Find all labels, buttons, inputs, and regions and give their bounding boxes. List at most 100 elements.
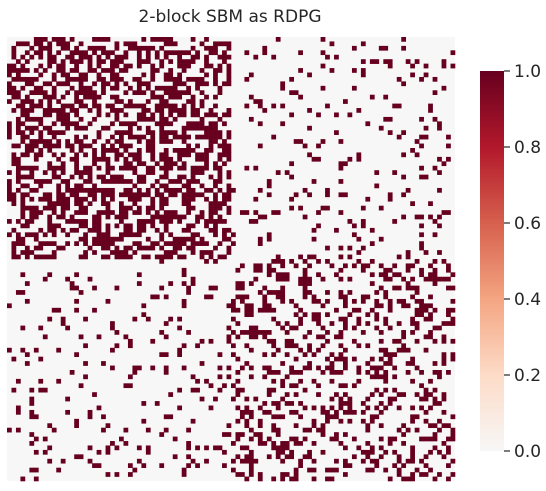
heatmap-cell	[132, 210, 138, 215]
heatmap-cell	[235, 387, 241, 393]
heatmap-cell	[87, 409, 93, 415]
heatmap-cell	[15, 76, 21, 82]
heatmap-cell	[186, 223, 191, 229]
heatmap-cell	[15, 143, 21, 149]
heatmap-cell	[51, 85, 57, 91]
heatmap-cell	[141, 134, 147, 140]
heatmap-cell	[289, 161, 295, 167]
heatmap-cell	[132, 201, 138, 207]
heatmap-cell	[11, 161, 17, 167]
heatmap-cell	[83, 236, 88, 242]
heatmap-cell	[101, 187, 106, 193]
heatmap-cell	[231, 303, 236, 309]
heatmap-cell	[96, 156, 102, 162]
heatmap-cell	[231, 396, 236, 402]
heatmap-cell	[60, 201, 66, 207]
heatmap-cell	[320, 50, 326, 56]
heatmap-cell	[190, 170, 196, 175]
heatmap-cell	[74, 227, 79, 233]
heatmap-cell	[29, 210, 35, 215]
heatmap-cell	[163, 41, 169, 47]
heatmap-cell	[199, 76, 205, 82]
heatmap-cell	[92, 37, 97, 42]
heatmap-cell	[20, 205, 26, 211]
heatmap-cell	[145, 59, 151, 64]
heatmap-cell	[110, 179, 115, 184]
heatmap-cell	[141, 418, 147, 424]
heatmap-cell	[410, 405, 415, 411]
heatmap-cell	[289, 259, 295, 264]
heatmap-cell	[226, 134, 232, 140]
heatmap-cell	[257, 472, 263, 477]
heatmap-cell	[437, 449, 442, 455]
heatmap-cell	[226, 365, 232, 371]
heatmap-cell	[360, 72, 366, 78]
heatmap-cell	[325, 187, 330, 193]
heatmap-cell	[24, 223, 30, 229]
heatmap-cell	[266, 392, 272, 397]
heatmap-cell	[204, 165, 209, 171]
heatmap-cell	[208, 112, 214, 118]
heatmap-cell	[226, 143, 232, 149]
heatmap-cell	[338, 161, 344, 167]
heatmap-cell	[24, 298, 30, 304]
heatmap-cell	[163, 174, 169, 180]
heatmap-cell	[96, 232, 102, 238]
heatmap-cell	[235, 285, 241, 291]
heatmap-cell	[159, 125, 165, 131]
heatmap-cell	[96, 108, 102, 113]
heatmap-cell	[213, 121, 218, 127]
heatmap-cell	[132, 241, 138, 246]
heatmap-cell	[74, 183, 79, 189]
heatmap-cell	[101, 50, 106, 56]
heatmap-cell	[239, 294, 245, 300]
heatmap-cell	[405, 250, 411, 255]
heatmap-cell	[316, 272, 321, 278]
heatmap-cell	[74, 210, 79, 215]
heatmap-cell	[168, 85, 174, 91]
heatmap-cell	[38, 37, 44, 42]
heatmap-cell	[15, 72, 21, 78]
heatmap-cell	[289, 338, 295, 344]
heatmap-cell	[15, 116, 21, 122]
heatmap-cell	[33, 187, 39, 193]
heatmap-cell	[253, 276, 259, 282]
heatmap-cell	[360, 294, 366, 300]
heatmap-cell	[24, 165, 30, 171]
heatmap-cell	[51, 90, 57, 96]
heatmap-cell	[163, 427, 169, 433]
heatmap-cell	[136, 196, 142, 202]
heatmap-cell	[275, 414, 281, 420]
heatmap-cell	[132, 134, 138, 140]
heatmap-cell	[316, 259, 321, 264]
heatmap-cell	[383, 316, 389, 322]
heatmap-cell	[222, 236, 227, 242]
heatmap-cell	[181, 161, 187, 167]
heatmap-cell	[222, 232, 227, 238]
heatmap-cell	[7, 81, 12, 87]
heatmap-cell	[141, 254, 147, 260]
heatmap-cell	[29, 125, 35, 131]
heatmap-cell	[441, 161, 447, 167]
heatmap-cell	[11, 94, 17, 100]
heatmap-cell	[29, 103, 35, 109]
heatmap-cell	[51, 54, 57, 60]
heatmap-cell	[329, 378, 335, 384]
heatmap-cell	[141, 227, 147, 233]
heatmap-cell	[316, 321, 321, 326]
heatmap-cell	[311, 423, 317, 429]
heatmap-cell	[226, 192, 232, 198]
heatmap-cell	[51, 37, 57, 42]
heatmap-cell	[24, 361, 30, 366]
heatmap-cell	[145, 85, 151, 91]
heatmap-cell	[96, 130, 102, 135]
heatmap-cell	[132, 196, 138, 202]
heatmap-cell	[136, 272, 142, 278]
heatmap-cell	[83, 250, 88, 255]
heatmap-cell	[11, 54, 17, 60]
heatmap-cell	[110, 187, 115, 193]
heatmap-cell	[29, 396, 35, 402]
heatmap-cell	[33, 210, 39, 215]
heatmap-cell	[24, 219, 30, 224]
heatmap-cell	[284, 321, 290, 326]
